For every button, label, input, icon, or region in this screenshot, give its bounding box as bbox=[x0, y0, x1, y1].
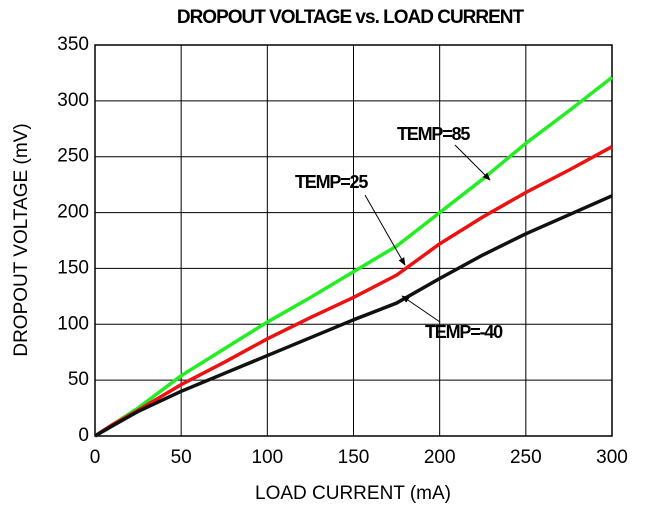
annotation-arrow bbox=[454, 144, 491, 181]
x-tick-label: 0 bbox=[90, 447, 101, 468]
annotation-arrow bbox=[364, 194, 406, 266]
x-tick-label: 200 bbox=[424, 447, 456, 468]
annotation: TEMP=-40 bbox=[425, 322, 503, 342]
plot-frame bbox=[94, 44, 613, 437]
y-tick-label: 150 bbox=[57, 257, 89, 278]
annotation: TEMP=85 bbox=[397, 124, 470, 144]
annotation-arrow bbox=[401, 295, 441, 323]
series-line bbox=[94, 194, 613, 438]
series-line bbox=[94, 145, 613, 438]
annotation: TEMP=25 bbox=[295, 172, 368, 192]
x-tick-label: 250 bbox=[510, 447, 542, 468]
x-tick-label: 300 bbox=[596, 447, 628, 468]
x-tick-label: 150 bbox=[338, 447, 370, 468]
x-axis-label: LOAD CURRENT (mA) bbox=[255, 483, 451, 504]
y-tick-label: 300 bbox=[57, 90, 89, 111]
x-tick-label: 50 bbox=[171, 447, 192, 468]
y-tick-label: 100 bbox=[57, 313, 89, 334]
y-tick-label: 250 bbox=[57, 146, 89, 167]
x-tick-label: 100 bbox=[251, 447, 283, 468]
y-axis-label: DROPOUT VOLTAGE (mV) bbox=[11, 123, 32, 356]
y-tick-label: 0 bbox=[78, 425, 89, 446]
y-tick-label: 50 bbox=[68, 369, 89, 390]
y-tick-label: 200 bbox=[57, 202, 89, 223]
series-line bbox=[94, 76, 614, 438]
y-tick-label: 350 bbox=[57, 34, 89, 55]
chart-title: DROPOUT VOLTAGE vs. LOAD CURRENT bbox=[177, 7, 525, 28]
